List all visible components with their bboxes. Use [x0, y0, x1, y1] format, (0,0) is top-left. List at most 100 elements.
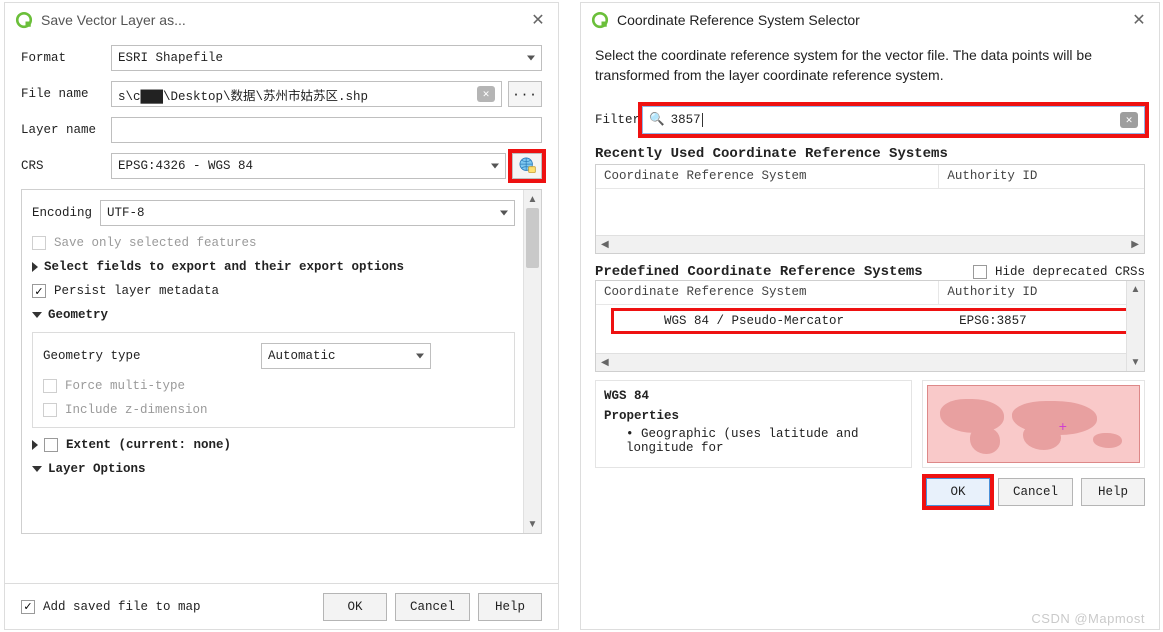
encoding-label: Encoding: [32, 206, 92, 220]
crs-info-prop: Geographic (uses latitude and longitude …: [626, 427, 859, 455]
hide-deprecated-checkbox[interactable]: [973, 265, 987, 279]
layer-options-header[interactable]: Layer Options: [48, 462, 146, 476]
crs-label: CRS: [21, 159, 111, 173]
column-header-crs[interactable]: Coordinate Reference System: [596, 169, 938, 183]
crs-value: EPSG:4326 - WGS 84: [118, 159, 253, 173]
include-z-checkbox: [43, 403, 57, 417]
scroll-down-icon[interactable]: ▼: [524, 515, 541, 533]
save-vector-layer-dialog: Save Vector Layer as... ✕ Format ESRI Sh…: [4, 2, 559, 630]
crs-extent-preview: +: [922, 380, 1145, 468]
add-to-map-checkbox[interactable]: [21, 600, 35, 614]
titlebar: Coordinate Reference System Selector ✕: [581, 3, 1159, 37]
file-name-label: File name: [21, 87, 111, 101]
titlebar: Save Vector Layer as... ✕: [5, 3, 558, 37]
format-value: ESRI Shapefile: [118, 51, 223, 65]
browse-label: ···: [512, 87, 538, 102]
close-icon[interactable]: ✕: [528, 10, 548, 30]
include-z-label: Include z-dimension: [65, 403, 208, 417]
persist-metadata-checkbox[interactable]: [32, 284, 46, 298]
search-icon: 🔍: [649, 112, 665, 127]
save-selected-label: Save only selected features: [54, 236, 257, 250]
clear-icon[interactable]: ✕: [1120, 112, 1138, 128]
disclosure-down-icon[interactable]: [32, 312, 42, 318]
vertical-scrollbar[interactable]: ▲▼: [1126, 281, 1144, 371]
column-header-authority[interactable]: Authority ID: [938, 281, 1144, 304]
crs-row-pseudo-mercator[interactable]: WGS 84 / Pseudo-Mercator EPSG:3857: [612, 309, 1128, 333]
qgis-logo-icon: [15, 11, 33, 29]
geometry-type-label: Geometry type: [43, 349, 253, 363]
select-crs-button[interactable]: [512, 153, 542, 179]
layer-name-label: Layer name: [21, 123, 111, 137]
world-map-icon: +: [927, 385, 1140, 463]
geometry-header[interactable]: Geometry: [48, 308, 108, 322]
filter-label: Filter: [595, 113, 640, 127]
ok-button[interactable]: OK: [926, 478, 990, 506]
cancel-button[interactable]: Cancel: [395, 593, 470, 621]
chevron-down-icon: [500, 211, 508, 216]
select-fields-header[interactable]: Select fields to export and their export…: [44, 260, 404, 274]
horizontal-scrollbar[interactable]: ◀▶: [596, 353, 1144, 371]
disclosure-down-icon[interactable]: [32, 466, 42, 472]
geometry-type-combo[interactable]: Automatic: [261, 343, 431, 369]
chevron-down-icon: [491, 164, 499, 169]
encoding-combo[interactable]: UTF-8: [100, 200, 515, 226]
extent-header[interactable]: Extent (current: none): [66, 438, 231, 452]
crs-selector-dialog: Coordinate Reference System Selector ✕ S…: [580, 2, 1160, 630]
crs-info-panel: WGS 84 Properties • Geographic (uses lat…: [595, 380, 912, 468]
dialog-description: Select the coordinate reference system f…: [595, 45, 1145, 86]
ok-button[interactable]: OK: [323, 593, 387, 621]
horizontal-scrollbar[interactable]: ◀▶: [596, 235, 1144, 253]
globe-icon: [517, 155, 537, 178]
chevron-down-icon: [416, 354, 424, 359]
cancel-button[interactable]: Cancel: [998, 478, 1073, 506]
hide-deprecated-label: Hide deprecated CRSs: [995, 265, 1145, 279]
file-name-input[interactable]: s\c███\Desktop\数据\苏州市姑苏区.shp ✕: [111, 81, 502, 107]
close-icon[interactable]: ✕: [1129, 10, 1149, 30]
crs-info-name: WGS 84: [604, 389, 903, 403]
force-multi-checkbox: [43, 379, 57, 393]
dialog-footer: Add saved file to map OK Cancel Help: [5, 583, 558, 629]
file-name-value: s\c███\Desktop\数据\苏州市姑苏区.shp: [118, 85, 368, 104]
persist-metadata-label: Persist layer metadata: [54, 284, 219, 298]
add-to-map-label: Add saved file to map: [43, 600, 201, 614]
recent-crs-table[interactable]: Coordinate Reference System Authority ID…: [595, 164, 1145, 254]
filter-input[interactable]: 🔍 3857 ✕: [642, 106, 1145, 134]
encoding-value: UTF-8: [107, 206, 145, 220]
button-row: OK Cancel Help: [595, 468, 1145, 518]
help-button[interactable]: Help: [478, 593, 542, 621]
crs-authority: EPSG:3857: [951, 309, 1128, 333]
crs-info-row: WGS 84 Properties • Geographic (uses lat…: [595, 380, 1145, 468]
table-header: Coordinate Reference System Authority ID: [596, 165, 1144, 189]
help-button[interactable]: Help: [1081, 478, 1145, 506]
format-label: Format: [21, 51, 111, 65]
clear-icon[interactable]: ✕: [477, 86, 495, 102]
geometry-group: Geometry type Automatic Force multi-type…: [32, 332, 515, 428]
scrollbar-thumb[interactable]: [526, 208, 539, 268]
dialog-title: Coordinate Reference System Selector: [617, 12, 1129, 28]
predefined-crs-table[interactable]: Coordinate Reference System Authority ID…: [595, 280, 1145, 372]
chevron-down-icon: [527, 56, 535, 61]
qgis-logo-icon: [591, 11, 609, 29]
vertical-scrollbar[interactable]: ▲ ▼: [523, 190, 541, 533]
layer-name-input[interactable]: [111, 117, 542, 143]
column-header-crs[interactable]: Coordinate Reference System: [596, 285, 938, 299]
crs-info-props-title: Properties: [604, 409, 903, 423]
form-area: Format ESRI Shapefile File name s\c███\D…: [5, 37, 558, 179]
geometry-type-value: Automatic: [268, 349, 336, 363]
disclosure-right-icon[interactable]: [32, 440, 38, 450]
predefined-crs-title: Predefined Coordinate Reference Systems: [595, 264, 973, 280]
crs-combo[interactable]: EPSG:4326 - WGS 84: [111, 153, 506, 179]
save-selected-checkbox: [32, 236, 46, 250]
browse-button[interactable]: ···: [508, 81, 542, 107]
table-header: Coordinate Reference System Authority ID: [596, 281, 1144, 305]
recent-crs-title: Recently Used Coordinate Reference Syste…: [595, 146, 1145, 162]
disclosure-right-icon[interactable]: [32, 262, 38, 272]
format-combo[interactable]: ESRI Shapefile: [111, 45, 542, 71]
force-multi-label: Force multi-type: [65, 379, 185, 393]
column-header-authority[interactable]: Authority ID: [938, 165, 1144, 188]
filter-value: 3857: [671, 113, 703, 127]
scroll-up-icon[interactable]: ▲: [524, 190, 541, 208]
crs-name: WGS 84 / Pseudo-Mercator: [612, 314, 951, 328]
extent-checkbox[interactable]: [44, 438, 58, 452]
dialog-title: Save Vector Layer as...: [41, 12, 528, 28]
